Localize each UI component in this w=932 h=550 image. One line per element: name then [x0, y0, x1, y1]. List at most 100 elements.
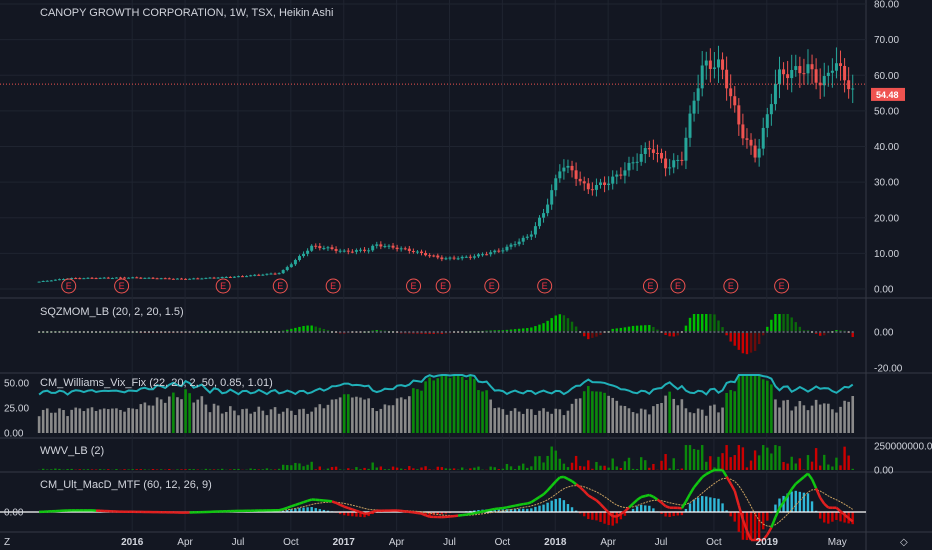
- candle-body: [171, 278, 175, 280]
- vixfix-bar: [224, 411, 228, 433]
- macd-histogram-bar: [725, 510, 728, 512]
- candle-body: [358, 249, 362, 251]
- wwv-bar: [90, 469, 94, 470]
- macd-histogram-bar: [562, 500, 566, 512]
- vixfix-bar: [233, 410, 236, 433]
- candle-body: [822, 76, 826, 86]
- earnings-marker[interactable]: [114, 278, 130, 294]
- vixfix-bar: [578, 398, 582, 433]
- sqzmom-bar: [566, 318, 570, 332]
- wwv-bar: [546, 455, 549, 470]
- macd-histogram-bar: [302, 507, 305, 512]
- wwv-bar: [424, 466, 427, 470]
- squeeze-dot: [286, 331, 289, 333]
- squeeze-dot: [680, 331, 683, 333]
- squeeze-dot: [823, 331, 826, 333]
- earnings-marker[interactable]: [215, 278, 231, 294]
- wwv-bar: [696, 449, 700, 470]
- vixfix-bar: [383, 404, 387, 433]
- macd-line-segment: [526, 501, 532, 505]
- candle-body: [708, 60, 712, 69]
- vixfix-bar: [241, 409, 244, 433]
- squeeze-dot: [709, 331, 712, 333]
- macd-histogram-bar: [631, 508, 635, 512]
- candle-body: [452, 257, 456, 259]
- macd-line-segment: [510, 504, 516, 508]
- squeeze-dot: [265, 331, 268, 333]
- macd-histogram-bar: [522, 508, 525, 512]
- earnings-marker[interactable]: [406, 278, 422, 294]
- macd-histogram-bar: [664, 512, 667, 517]
- timezone-icon[interactable]: Z: [4, 537, 10, 548]
- squeeze-dot: [339, 331, 342, 333]
- macd-line-segment: [482, 509, 487, 513]
- squeeze-dot: [99, 331, 102, 333]
- wwv-bar: [314, 469, 317, 470]
- candle-body: [460, 256, 464, 259]
- candle-body: [228, 276, 232, 278]
- macd-histogram-bar: [644, 505, 647, 512]
- wwv-bar: [806, 455, 810, 470]
- wwv-bar: [249, 468, 252, 470]
- vixfix-bar: [428, 377, 431, 433]
- wwv-bar: [538, 456, 541, 470]
- vixfix-bar: [513, 408, 517, 433]
- vixfix-bar: [676, 405, 680, 433]
- squeeze-dot: [371, 331, 374, 333]
- squeeze-dot: [115, 331, 118, 333]
- sqzmom-bar: [696, 314, 700, 332]
- squeeze-dot: [762, 331, 765, 333]
- earnings-marker[interactable]: [537, 278, 553, 294]
- squeeze-dot: [387, 331, 390, 333]
- vixfix-bar: [436, 378, 440, 433]
- earnings-marker[interactable]: [670, 278, 686, 294]
- squeeze-dot: [839, 331, 842, 333]
- earnings-marker[interactable]: [723, 278, 739, 294]
- sqzmom-bar: [513, 329, 517, 332]
- earnings-marker[interactable]: [325, 278, 341, 294]
- vixfix-bar: [90, 407, 94, 433]
- macd-line-segment: [538, 493, 545, 499]
- earnings-marker[interactable]: [435, 278, 451, 294]
- earnings-marker[interactable]: [61, 278, 77, 294]
- sqzmom-bar: [770, 319, 773, 332]
- macd-line-segment: [299, 501, 304, 505]
- sqzmom-bar: [798, 326, 802, 332]
- macd-line-segment: [620, 510, 626, 515]
- squeeze-dot: [802, 331, 805, 333]
- vixfix-bar: [607, 395, 610, 433]
- candle-body: [82, 278, 86, 280]
- candle-body: [371, 245, 375, 251]
- earnings-marker[interactable]: [774, 278, 790, 294]
- vixfix-bar: [448, 378, 452, 433]
- squeeze-dot: [176, 331, 179, 333]
- candle-body: [468, 256, 472, 258]
- candle-body: [175, 278, 179, 280]
- earnings-marker[interactable]: [642, 278, 658, 294]
- vixfix-bar: [587, 386, 590, 433]
- earnings-marker[interactable]: [484, 278, 500, 294]
- wwv-bar: [184, 469, 187, 470]
- sqzmom-bar: [749, 332, 753, 353]
- vixfix-bar: [50, 412, 53, 433]
- vixfix-bar: [58, 408, 61, 433]
- vixfix-bar: [802, 405, 806, 433]
- candle-body: [342, 250, 346, 252]
- settings-diamond-icon[interactable]: ◇: [900, 537, 908, 548]
- vixfix-bar: [668, 391, 671, 433]
- sqzmom-axis-tick-label: 0.00: [874, 328, 894, 339]
- earnings-marker[interactable]: [272, 278, 288, 294]
- vixfix-bar: [770, 384, 773, 433]
- squeeze-dot: [815, 331, 818, 333]
- squeeze-dot: [188, 331, 191, 333]
- squeeze-dot: [208, 331, 211, 333]
- macd-line-segment: [790, 483, 797, 490]
- wwv-bar: [399, 468, 403, 470]
- macd-line-segment: [542, 489, 549, 496]
- vixfix-bar: [782, 400, 785, 433]
- candle-body: [143, 277, 147, 279]
- sqzmom-bar: [286, 329, 289, 332]
- candle-body: [354, 250, 358, 252]
- squeeze-dot: [758, 331, 761, 333]
